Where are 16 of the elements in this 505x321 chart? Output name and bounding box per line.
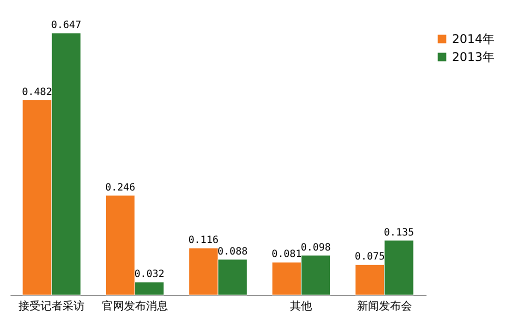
data-label: 0.482 bbox=[22, 86, 52, 98]
data-label: 0.647 bbox=[51, 20, 82, 31]
x-tick-label: 官网发布消息 bbox=[102, 300, 168, 312]
data-label: 0.075 bbox=[354, 252, 385, 263]
data-label: 0.032 bbox=[134, 269, 164, 280]
x-tick-label: 其他 bbox=[290, 300, 312, 312]
x-tick-label: 新闻发布会 bbox=[356, 300, 412, 312]
legend-label: 2013年 bbox=[452, 50, 495, 64]
data-label: 0.135 bbox=[384, 227, 414, 238]
data-label: 0.088 bbox=[218, 246, 248, 258]
data-label: 0.098 bbox=[300, 242, 331, 254]
data-label: 0.116 bbox=[188, 235, 218, 246]
data-label: 0.246 bbox=[105, 182, 136, 194]
x-tick-label: 接受记者采访 bbox=[18, 300, 85, 312]
data-label: 0.081 bbox=[272, 249, 302, 260]
legend-label: 2014年 bbox=[452, 32, 495, 46]
